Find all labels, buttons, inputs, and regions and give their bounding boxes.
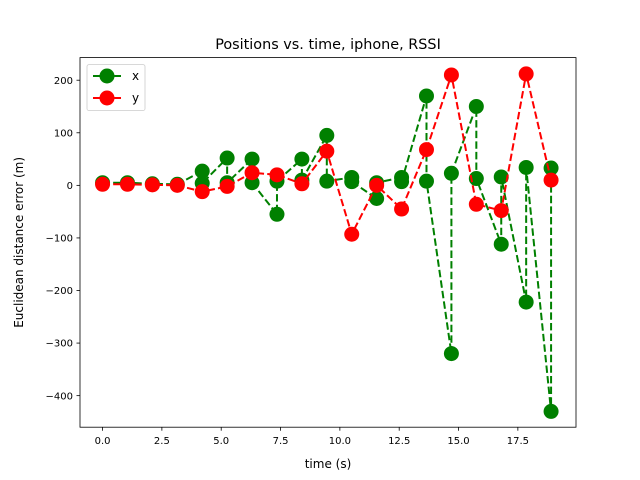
y-tick-label: −300	[46, 339, 73, 350]
x-tick-label: 10.0	[329, 436, 351, 447]
data-point-y-1	[119, 176, 135, 192]
y-tick-label: 200	[54, 76, 73, 87]
data-point-x-22	[418, 88, 434, 104]
legend-y-marker	[99, 90, 115, 106]
data-point-y-5	[219, 178, 235, 194]
legend-x-marker	[99, 68, 115, 84]
data-point-y-11	[369, 177, 385, 193]
data-point-y-13	[418, 142, 434, 158]
data-point-x-29	[493, 169, 509, 185]
y-tick-label: 100	[54, 128, 73, 139]
data-point-x-24	[443, 346, 459, 362]
data-point-x-27	[468, 171, 484, 187]
data-point-y-10	[344, 226, 360, 242]
data-point-x-21	[394, 174, 410, 190]
x-axis-label: time (s)	[305, 457, 352, 471]
axes-border	[79, 57, 577, 428]
data-point-x-18	[369, 191, 385, 206]
data-point-x-26	[468, 98, 484, 114]
axes-layer	[79, 57, 577, 428]
x-tick-label: 15.0	[447, 436, 469, 447]
data-point-y-18	[543, 172, 559, 188]
x-tick-label: 2.5	[154, 436, 170, 447]
data-point-y-16	[493, 203, 509, 219]
data-point-x-17	[344, 174, 360, 190]
data-point-x-32	[543, 403, 559, 419]
data-point-y-12	[394, 201, 410, 217]
x-tick-label: 12.5	[388, 436, 410, 447]
data-point-y-7	[269, 167, 285, 183]
data-point-y-14	[443, 67, 459, 83]
x-tick-label: 7.5	[273, 436, 289, 447]
data-point-y-0	[95, 176, 111, 192]
data-point-y-15	[468, 196, 484, 212]
y-axis-label: Euclidean distance error (m)	[12, 157, 26, 328]
data-point-y-4	[194, 184, 210, 200]
data-point-x-8	[244, 151, 260, 167]
data-point-x-25	[443, 165, 459, 181]
data-point-x-4	[194, 163, 210, 179]
data-point-x-10	[269, 206, 285, 222]
legend: x y	[86, 64, 146, 111]
y-tick-label: −100	[46, 234, 73, 245]
plot-area	[80, 57, 576, 428]
x-axis-ticks: 0.0 2.5 5.0 7.5 10.0 12.5 15.0 17.5	[95, 427, 529, 447]
data-point-x-23	[418, 173, 434, 189]
data-point-x-28	[493, 236, 509, 252]
y-tick-label: −400	[46, 391, 73, 402]
y-axis-ticks: −400 −300 −200 −100 0 100 200	[46, 76, 80, 402]
data-point-y-9	[319, 143, 335, 159]
data-point-y-8	[294, 176, 310, 192]
data-point-x-30	[518, 294, 534, 310]
y-tick-label: 0	[67, 181, 73, 192]
x-tick-label: 0.0	[95, 436, 111, 447]
data-point-x-15	[319, 173, 335, 189]
y-tick-label: −200	[46, 286, 73, 297]
x-tick-label: 5.0	[213, 436, 229, 447]
data-point-x-31	[518, 159, 534, 175]
chart-title: Positions vs. time, iphone, RSSI	[215, 37, 441, 53]
data-point-x-14	[319, 127, 335, 143]
data-point-y-3	[169, 177, 185, 193]
legend-y-label: y	[132, 91, 139, 105]
plot-frame	[80, 57, 576, 428]
x-tick-label: 17.5	[507, 436, 529, 447]
legend-x-label: x	[132, 69, 139, 83]
series-layer	[95, 66, 559, 419]
series-line-x	[102, 94, 553, 413]
data-point-y-6	[244, 165, 260, 181]
data-point-y-2	[144, 177, 160, 193]
data-point-x-12	[294, 151, 310, 167]
data-point-y-17	[518, 66, 534, 82]
data-point-x-6	[219, 150, 235, 166]
